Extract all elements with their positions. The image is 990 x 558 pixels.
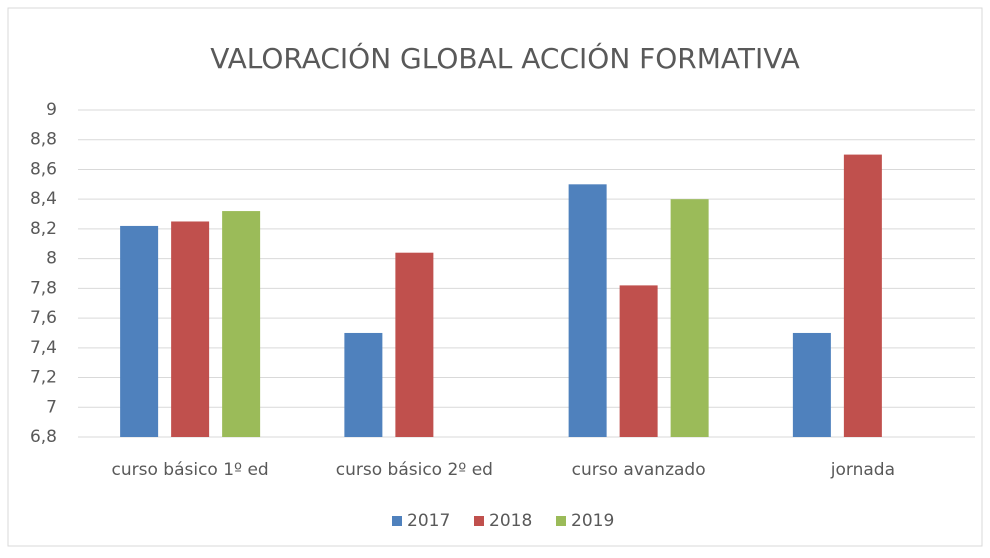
y-tick-label: 6,8 bbox=[30, 427, 57, 447]
bar bbox=[222, 211, 261, 437]
x-tick-label: curso avanzado bbox=[572, 460, 706, 480]
legend-swatch bbox=[556, 516, 566, 526]
y-tick-label: 8 bbox=[46, 249, 57, 269]
bar bbox=[843, 154, 882, 437]
bar bbox=[670, 199, 709, 437]
legend-label: 2017 bbox=[407, 511, 450, 531]
legend-label: 2019 bbox=[571, 511, 614, 531]
bar bbox=[792, 332, 831, 437]
bar bbox=[568, 184, 607, 437]
y-tick-label: 7,2 bbox=[30, 368, 57, 388]
bar bbox=[120, 225, 159, 437]
y-tick-label: 8,6 bbox=[30, 159, 57, 179]
x-tick-label: jornada bbox=[830, 460, 895, 480]
y-tick-label: 9 bbox=[46, 100, 57, 120]
legend-swatch bbox=[474, 516, 484, 526]
y-tick-label: 7,8 bbox=[30, 278, 57, 298]
y-tick-label: 8,2 bbox=[30, 219, 57, 239]
bar bbox=[344, 332, 383, 437]
legend-swatch bbox=[392, 516, 402, 526]
y-tick-label: 7 bbox=[46, 397, 57, 417]
y-tick-label: 8,4 bbox=[30, 189, 57, 209]
bar bbox=[619, 285, 658, 437]
bar bbox=[395, 252, 434, 437]
chart-title: VALORACIÓN GLOBAL ACCIÓN FORMATIVA bbox=[210, 41, 800, 75]
bar bbox=[171, 221, 210, 437]
x-tick-label: curso básico 1º ed bbox=[112, 460, 269, 480]
y-tick-label: 7,6 bbox=[30, 308, 57, 328]
y-tick-label: 8,8 bbox=[30, 130, 57, 150]
y-tick-label: 7,4 bbox=[30, 338, 57, 358]
legend-label: 2018 bbox=[489, 511, 532, 531]
x-tick-label: curso básico 2º ed bbox=[336, 460, 493, 480]
chart-border bbox=[7, 7, 983, 547]
